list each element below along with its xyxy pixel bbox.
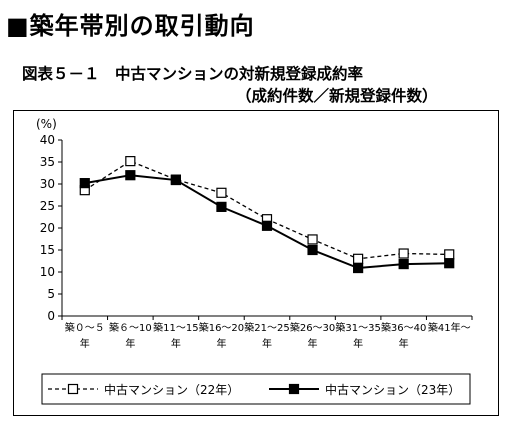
x-axis-ticks: 築０～５年築６～10年築11～15年築16～20年築21～25年築26～30年築… (61, 316, 473, 350)
x-tick-label: 年 (353, 337, 363, 350)
x-tick-label: 築36～40 (381, 321, 426, 334)
y-axis-ticks: 0 5 10 15 20 25 30 35 40 (40, 133, 62, 323)
data-point-series-2 (170, 174, 181, 186)
data-point-series-1 (125, 156, 136, 167)
y-tick-label: 10 (40, 265, 55, 279)
x-tick-label: 年 (308, 337, 318, 350)
y-tick-label: 40 (40, 133, 55, 147)
figure-subtitle: （成約件数／新規登録件数） (236, 87, 438, 105)
y-tick-label: 25 (40, 199, 55, 213)
data-point-series-2 (261, 220, 273, 231)
y-tick-label: 5 (47, 287, 55, 301)
data-point-series-2 (353, 262, 364, 274)
x-tick-label: 築６～10 (109, 321, 152, 334)
legend-box (41, 373, 471, 405)
x-tick-label: 年 (399, 337, 409, 350)
y-tick-label: 20 (40, 221, 55, 235)
x-tick-label: 築０～５ (65, 321, 105, 334)
x-tick-label: 年 (262, 337, 272, 350)
chart-legend: 中古マンション（22年） 中古マンション（23年） (41, 373, 471, 405)
legend-marker-2 (288, 383, 300, 395)
chart-series (79, 156, 455, 274)
x-tick-label: 年 (216, 337, 226, 350)
x-tick-label: 年 (80, 337, 90, 350)
y-unit-label: (%) (36, 117, 57, 131)
data-point-series-1 (307, 234, 318, 245)
x-tick-label: 築21～25 (244, 321, 289, 334)
x-tick-label: 年 (171, 337, 181, 350)
legend-label-2: 中古マンション（23年） (325, 382, 460, 397)
data-point-series-2 (79, 178, 90, 189)
x-tick-label: 年 (125, 337, 135, 350)
y-tick-label: 30 (40, 177, 55, 191)
y-tick-label: 0 (47, 309, 55, 323)
y-tick-label: 35 (40, 155, 55, 169)
data-point-series-2 (216, 201, 227, 212)
legend-label-1: 中古マンション（22年） (104, 382, 239, 397)
figure-title: 図表５－１ 中古マンションの対新規登録成約率 (22, 65, 364, 83)
section-heading: ■築年帯別の取引動向 (6, 12, 255, 40)
x-tick-label: 築31～35 (335, 321, 380, 334)
x-tick-label: 築16～20 (199, 321, 244, 334)
data-point-series-1 (353, 253, 364, 264)
data-point-series-1 (444, 249, 455, 260)
data-point-series-2 (307, 244, 318, 256)
x-tick-label: 築11～15 (153, 321, 198, 334)
data-point-series-1 (216, 187, 227, 198)
data-point-series-2 (444, 258, 455, 269)
chart-frame: (%) 0 5 10 15 20 25 30 35 40 築０～５ 年築６～10 年築11～15 年築… (13, 110, 499, 416)
x-tick-label: 築41年～ (428, 321, 471, 334)
legend-marker-1 (67, 383, 79, 395)
data-point-series-2 (125, 170, 136, 181)
y-tick-label: 15 (40, 243, 55, 257)
x-tick-label: 築26～30 (290, 321, 335, 334)
data-point-series-2 (398, 258, 409, 270)
data-point-series-1 (398, 248, 409, 259)
